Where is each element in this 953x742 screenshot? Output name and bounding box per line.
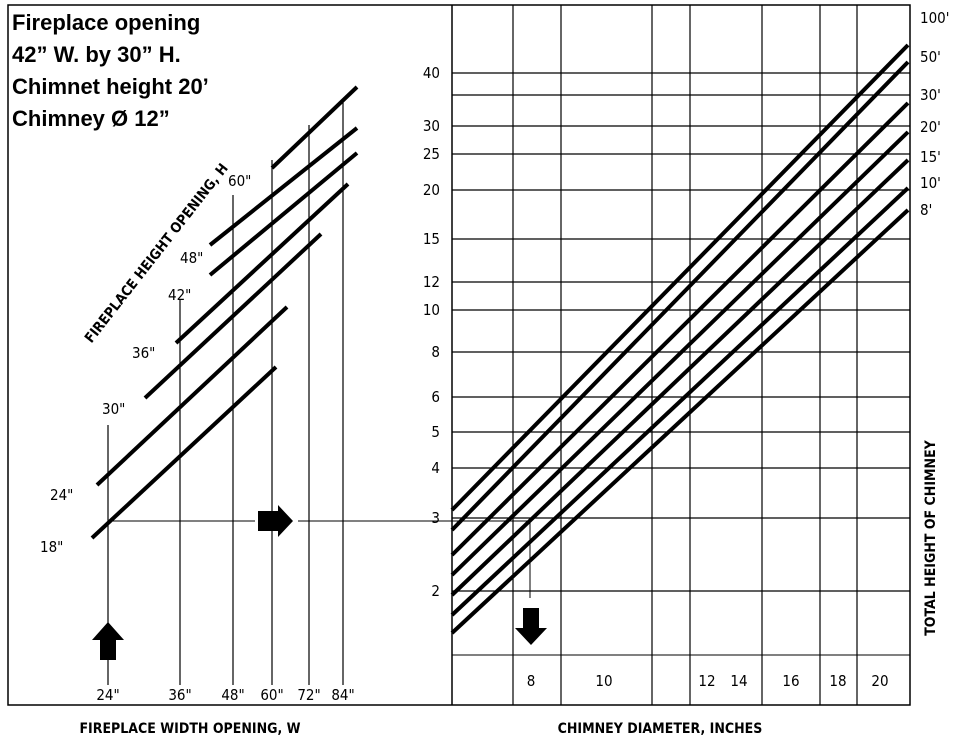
note: 42” W. by 30” H. bbox=[12, 42, 181, 67]
scale-label: 40 bbox=[423, 64, 440, 82]
width-axis-label: FIREPLACE WIDTH OPENING, W bbox=[79, 721, 300, 737]
scale-label: 8 bbox=[431, 343, 440, 361]
scale-label: 15 bbox=[423, 230, 440, 248]
chimney-height-label: 20' bbox=[920, 118, 941, 136]
note: Chimnet height 20’ bbox=[12, 74, 209, 99]
chimney-height-label: 8' bbox=[920, 201, 932, 219]
scale-label: 3 bbox=[431, 509, 440, 527]
height-label: 60" bbox=[228, 172, 251, 190]
height-line bbox=[450, 130, 910, 577]
chimney-height-label: 100' bbox=[920, 9, 949, 27]
height-line bbox=[208, 151, 359, 277]
height-line bbox=[450, 208, 910, 635]
diameter-label: 12 bbox=[698, 672, 715, 690]
note: Fireplace opening bbox=[12, 10, 200, 35]
height-label: 30" bbox=[102, 400, 125, 418]
height-line bbox=[143, 232, 323, 400]
height-line bbox=[450, 101, 910, 557]
width-label: 60" bbox=[260, 686, 283, 704]
arrow-right bbox=[258, 505, 293, 537]
height-line bbox=[270, 85, 359, 170]
width-label: 24" bbox=[96, 686, 119, 704]
width-label: 36" bbox=[168, 686, 191, 704]
scale-label: 20 bbox=[423, 181, 440, 199]
width-label: 84" bbox=[331, 686, 354, 704]
height-line bbox=[450, 43, 910, 512]
scale-label: 25 bbox=[423, 145, 440, 163]
scale-label: 30 bbox=[423, 117, 440, 135]
diameter-label: 10 bbox=[595, 672, 612, 690]
height-line bbox=[174, 182, 350, 345]
chimney-height-label: 30' bbox=[920, 86, 941, 104]
height-label: 24" bbox=[50, 486, 73, 504]
diameter-label: 20 bbox=[871, 672, 888, 690]
height-line bbox=[95, 305, 289, 487]
chimney-height-label: 10' bbox=[920, 174, 941, 192]
scale-label: 12 bbox=[423, 273, 440, 291]
height-line bbox=[450, 186, 910, 617]
note: Chimney Ø 12” bbox=[12, 106, 170, 131]
height-line bbox=[450, 60, 910, 532]
diameter-axis-label: CHIMNEY DIAMETER, INCHES bbox=[558, 721, 763, 737]
height-line bbox=[450, 158, 910, 597]
chimney-height-label: 50' bbox=[920, 48, 941, 66]
scale-label: 10 bbox=[423, 301, 440, 319]
width-label: 72" bbox=[297, 686, 320, 704]
height-label: 48" bbox=[180, 249, 203, 267]
diameter-label: 8 bbox=[527, 672, 536, 690]
width-label: 48" bbox=[221, 686, 244, 704]
height-axis-label: FIREPLACE HEIGHT OPENING, H bbox=[82, 161, 232, 346]
diameter-label: 16 bbox=[782, 672, 799, 690]
height-line bbox=[208, 126, 359, 247]
height-label: 36" bbox=[132, 344, 155, 362]
height-line bbox=[90, 365, 278, 540]
height-label: 18" bbox=[40, 538, 63, 556]
diameter-label: 18 bbox=[829, 672, 846, 690]
scale-label: 4 bbox=[431, 459, 440, 477]
arrow-down bbox=[515, 608, 547, 645]
chimney-height-label: 15' bbox=[920, 148, 941, 166]
diameter-label: 14 bbox=[730, 672, 747, 690]
chimney-height-axis-label: TOTAL HEIGHT OF CHIMNEY bbox=[923, 439, 939, 635]
scale-label: 6 bbox=[431, 388, 440, 406]
scale-label: 5 bbox=[431, 423, 440, 441]
scale-label: 2 bbox=[431, 582, 440, 600]
frame bbox=[7, 4, 911, 706]
height-label: 42" bbox=[168, 286, 191, 304]
